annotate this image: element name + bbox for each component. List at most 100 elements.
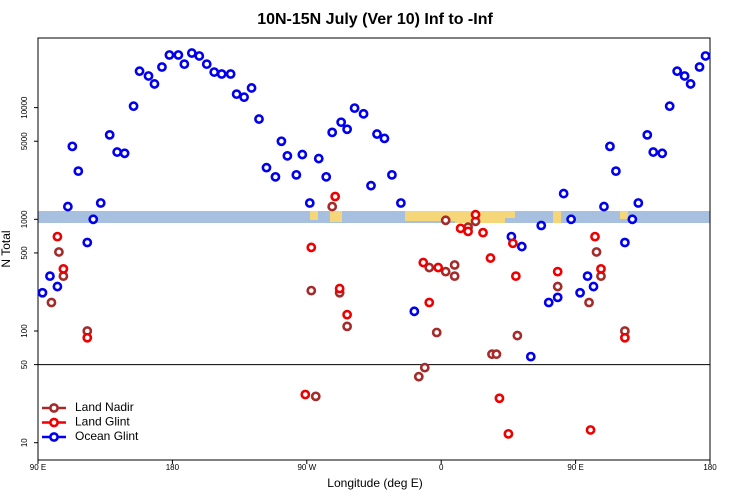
point [246,83,257,93]
point [694,62,705,72]
point [379,133,390,144]
point [157,62,167,72]
point [440,266,451,277]
point [588,281,599,292]
point [82,237,93,248]
point [424,262,435,273]
point [62,201,73,212]
point [491,349,502,360]
point [239,92,249,103]
point [300,389,311,400]
point [512,330,523,341]
point [485,253,496,263]
legend-label: Ocean Glint [75,429,139,443]
point [225,69,236,79]
point [336,117,347,128]
point [276,136,287,147]
point [304,198,315,208]
y-tick-label: 500 [20,246,29,260]
point [216,69,227,79]
point [173,50,184,60]
point [366,180,376,191]
point [419,362,430,373]
point [627,214,638,225]
point [306,242,317,253]
point [536,220,547,231]
point [685,79,696,89]
point [306,285,317,296]
point [254,114,264,124]
x-axis-label: Longitude (deg E) [327,476,422,490]
point [231,89,242,100]
point [413,371,424,382]
point [164,50,175,60]
point [313,153,324,164]
x-tick-label: 0 [439,463,444,472]
y-tick-label: 10000 [20,96,29,119]
point [342,124,353,135]
x-tick-label: 90 W [297,463,316,472]
point [372,129,382,139]
point [507,238,518,249]
point [431,327,442,338]
point [409,306,420,317]
point [619,332,630,343]
point [582,271,593,282]
point [342,309,353,320]
point [664,101,675,112]
legend-marker [49,403,59,413]
point [128,101,139,112]
point [310,391,321,402]
legend-label: Land Nadir [75,400,134,414]
point [552,266,563,277]
point [73,166,84,177]
point [463,226,473,237]
point [149,79,160,89]
point [516,241,527,252]
point [657,148,668,159]
point [45,271,55,282]
point [334,283,345,294]
x-tick-label: 90 E [30,463,46,472]
point [37,287,48,298]
point [143,71,154,81]
point [648,147,659,157]
y-tick-label: 5000 [20,132,29,150]
x-tick-label: 180 [703,463,717,472]
point [330,191,341,202]
point [590,231,600,242]
x-tick-label: 90 E [567,463,583,472]
point [552,281,563,292]
y-tick-label: 50 [20,360,29,369]
y-tick-label: 10 [20,438,29,447]
point [424,297,435,308]
map-strip [38,211,710,223]
point [52,281,63,292]
point [119,148,130,159]
point [179,59,190,70]
chart-title: 10N-15N July (Ver 10) Inf to -Inf [257,11,493,28]
point [449,260,460,270]
point [633,198,644,208]
point [186,48,197,58]
point [605,141,615,152]
point [449,271,460,282]
point [327,127,338,138]
point [470,209,481,220]
legend-marker [49,417,59,428]
point [58,263,69,274]
point [387,169,397,180]
point [282,150,293,161]
point [327,201,338,212]
point [342,321,353,332]
y-tick-label: 100 [20,324,29,338]
point [104,129,115,140]
point [672,66,683,77]
point [261,162,272,173]
point [494,393,505,404]
point [349,103,360,114]
point [552,292,563,303]
point [358,108,369,119]
point [503,428,514,439]
